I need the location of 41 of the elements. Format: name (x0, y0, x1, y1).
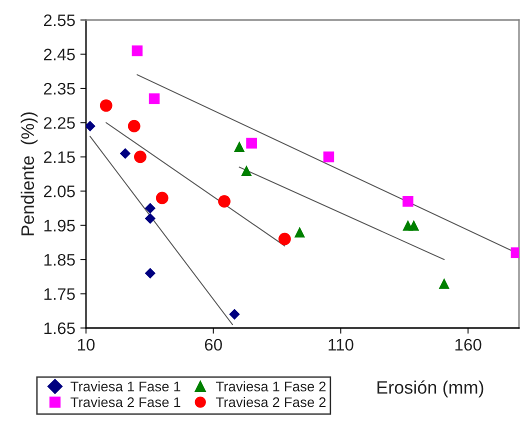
point (241, 165, 252, 176)
x-tick-label: 60 (204, 338, 222, 351)
point (132, 45, 143, 56)
point (229, 308, 240, 320)
point (144, 202, 156, 214)
legend-label: Traviesa 2 Fase 2 (216, 396, 326, 408)
point (323, 152, 334, 162)
legend-label: Traviesa 2 Fase 1 (70, 396, 180, 408)
point (144, 213, 156, 224)
legend-label: Traviesa 1 Fase 1 (70, 381, 180, 392)
point (148, 93, 160, 104)
point (156, 192, 168, 204)
y-tick-label: 2.25 (44, 117, 75, 129)
point (144, 268, 156, 279)
y-tick-label: 2.55 (44, 14, 75, 26)
y-tick-label: 1.75 (44, 288, 75, 300)
legend-label: Traviesa 1 Fase 2 (216, 381, 326, 392)
x-tick-label: 160 (455, 338, 482, 351)
point (218, 195, 231, 208)
y-tick-label: 2.35 (44, 82, 75, 95)
point (246, 138, 257, 149)
y-tick-label: 2.45 (44, 48, 75, 60)
y-tick-label: 2.15 (44, 151, 75, 164)
point (128, 120, 140, 132)
point (294, 226, 306, 238)
point (100, 99, 112, 112)
x-tick-label: 10 (78, 338, 95, 351)
point (234, 141, 245, 152)
point (402, 196, 414, 207)
x-tick-label: 110 (328, 338, 354, 351)
point (408, 220, 420, 231)
y-tick-label: 1.95 (44, 220, 75, 232)
point (438, 278, 450, 289)
y-tick-label: 2.05 (44, 186, 75, 198)
point (278, 232, 291, 246)
point (134, 150, 146, 164)
x-axis-title: Erosión (mm) (378, 380, 484, 398)
y-tick-label: 1.65 (44, 322, 75, 334)
y-axis-title: Pendiente (%)) (20, 112, 38, 236)
point (120, 148, 131, 159)
y-tick-label: 1.85 (44, 254, 75, 266)
